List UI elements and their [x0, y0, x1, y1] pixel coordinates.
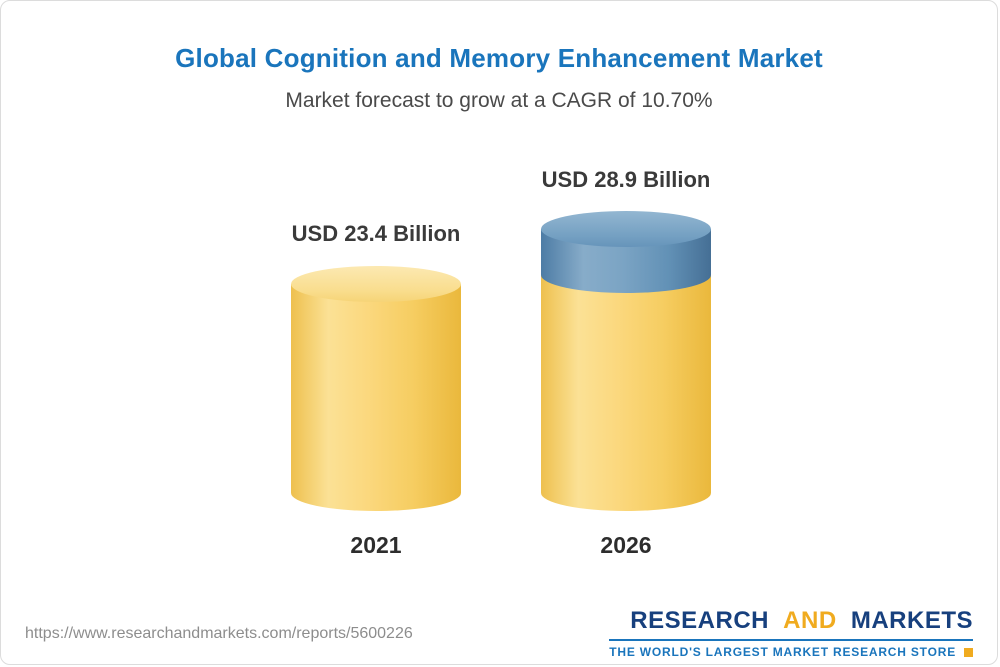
- logo-word-research: RESEARCH: [630, 607, 769, 634]
- value-label-2021: USD 23.4 Billion: [291, 221, 461, 246]
- bar-2021-body: [291, 284, 461, 511]
- logo-tagline-row: THE WORLD'S LARGEST MARKET RESEARCH STOR…: [609, 645, 973, 659]
- axis-label-2021: 2021: [350, 532, 402, 558]
- axis-label-2026: 2026: [600, 532, 652, 558]
- chart-subtitle: Market forecast to grow at a CAGR of 10.…: [285, 89, 713, 112]
- bar-2021-top-ellipse: [291, 266, 461, 302]
- research-and-markets-logo: RESEARCH AND MARKETS THE WORLD'S LARGEST…: [609, 607, 973, 659]
- value-label-2026: USD 28.9 Billion: [541, 167, 711, 192]
- logo-word-and: AND: [783, 607, 837, 634]
- bar-2026-top-ellipse: [541, 211, 711, 247]
- logo-accent-square-icon: [964, 647, 973, 657]
- logo-wordmark: RESEARCH AND MARKETS: [609, 607, 973, 635]
- bar-2021-cylinder: [291, 266, 461, 511]
- bar-2026-base-segment: [541, 269, 711, 511]
- report-url: https://www.researchandmarkets.com/repor…: [25, 625, 413, 642]
- logo-divider: [609, 639, 973, 641]
- chart-title: Global Cognition and Memory Enhancement …: [175, 43, 823, 73]
- logo-tagline: THE WORLD'S LARGEST MARKET RESEARCH STOR…: [609, 645, 956, 659]
- bar-2026-cylinder: [541, 211, 711, 511]
- logo-word-markets: MARKETS: [850, 607, 973, 634]
